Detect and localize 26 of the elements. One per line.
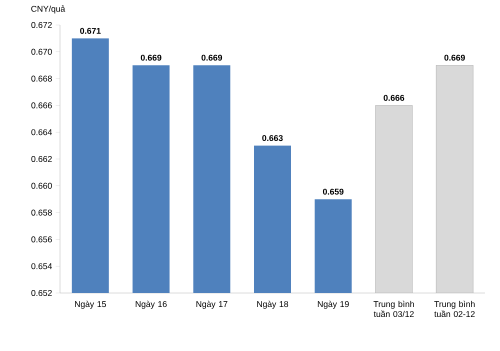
y-tick-label: 0.672 bbox=[31, 22, 52, 28]
y-tick-label: 0.668 bbox=[31, 76, 52, 82]
y-tick-label: 0.664 bbox=[31, 129, 52, 136]
data-label: 0.671 bbox=[80, 28, 101, 34]
x-tick-label: Ngày 17 bbox=[196, 300, 228, 309]
data-label: 0.666 bbox=[384, 94, 404, 101]
y-tick-label: 0.652 bbox=[31, 290, 52, 296]
x-tick-label: Trung bình tuần 03/12 bbox=[374, 300, 414, 318]
y-tick-label: 0.666 bbox=[31, 102, 52, 108]
data-label: 0.669 bbox=[444, 54, 465, 61]
x-tick-label: Ngày 15 bbox=[75, 300, 106, 309]
data-label: 0.663 bbox=[262, 135, 283, 142]
y-tick-label: 0.654 bbox=[31, 263, 52, 270]
y-tick-label: 0.670 bbox=[31, 48, 52, 55]
y-axis-title: CNY/quả bbox=[31, 5, 66, 14]
x-tick-label: Ngày 18 bbox=[257, 300, 288, 309]
data-label: 0.669 bbox=[202, 54, 222, 61]
data-label: 0.659 bbox=[322, 188, 344, 195]
y-tick-label: 0.658 bbox=[31, 210, 52, 216]
y-tick-label: 0.656 bbox=[31, 236, 52, 242]
y-tick-label: 0.660 bbox=[31, 182, 52, 189]
y-tick-label: 0.662 bbox=[31, 156, 52, 162]
x-tick-label: Ngày 19 bbox=[318, 300, 349, 309]
x-tick-label: Trung bình tuần 02-12 bbox=[434, 300, 475, 318]
x-tick-label: Ngày 16 bbox=[136, 300, 167, 309]
data-label: 0.669 bbox=[140, 54, 162, 61]
